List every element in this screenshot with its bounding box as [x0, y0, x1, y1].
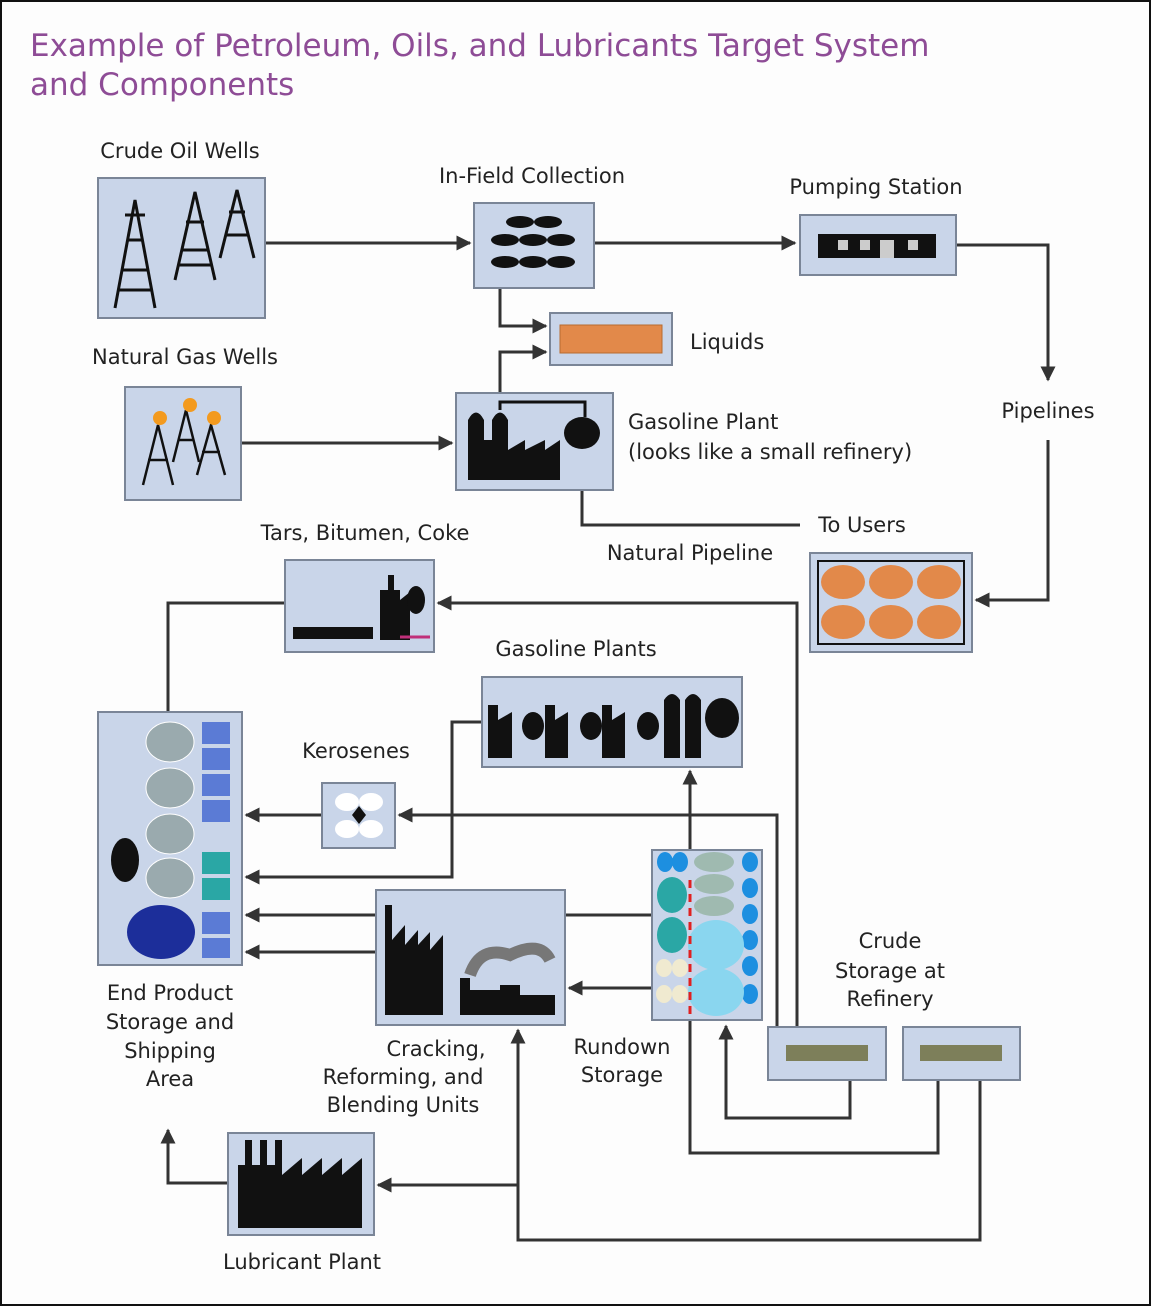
title: and Components	[30, 67, 294, 103]
node-label: Storage at	[835, 959, 945, 983]
natural-gas-wells	[124, 386, 242, 501]
node-label: Tars, Bitumen, Coke	[260, 521, 470, 545]
labels: Crude Oil Wells In-Field Collection Pump…	[92, 139, 1095, 1274]
node-label: Cracking,	[386, 1037, 485, 1061]
crude-oil-wells	[97, 177, 266, 319]
node-label: Pumping Station	[789, 175, 962, 199]
edge-label: To Users	[817, 513, 906, 537]
node-label: End Product	[107, 981, 233, 1005]
gasoline-plants	[481, 676, 743, 768]
node-label: (looks like a small refinery)	[628, 440, 912, 464]
node-label: Crude	[859, 929, 922, 953]
edge-label: Natural Pipeline	[607, 541, 773, 565]
title: Example of Petroleum, Oils, and Lubrican…	[30, 28, 929, 64]
crude-storage	[767, 1026, 1021, 1081]
node-label: Rundown	[574, 1035, 671, 1059]
node-label: Storage	[581, 1063, 663, 1087]
node-label: Natural Gas Wells	[92, 345, 278, 369]
node-label: Liquids	[690, 330, 764, 354]
kerosenes	[321, 782, 396, 849]
node-label: Kerosenes	[302, 739, 410, 763]
lubricant-plant	[227, 1132, 375, 1236]
edge-label: Pipelines	[1001, 399, 1094, 423]
node-label: Reforming, and	[323, 1065, 484, 1089]
arrows	[160, 235, 1056, 1242]
cracking-units	[375, 889, 566, 1026]
users	[809, 552, 973, 653]
node-label: Area	[146, 1067, 194, 1091]
liquids	[549, 312, 673, 366]
node-label: Crude Oil Wells	[100, 139, 259, 163]
rundown-storage	[651, 849, 763, 1021]
node-label: Blending Units	[327, 1093, 480, 1117]
tars-bitumen-coke	[284, 559, 435, 653]
in-field-collection	[473, 202, 595, 289]
pumping-station	[799, 214, 957, 276]
node-label: Storage and	[106, 1010, 234, 1034]
end-product-storage	[97, 711, 243, 966]
node-label: Shipping	[124, 1039, 216, 1063]
gasoline-plant	[455, 392, 614, 491]
node-label: Lubricant Plant	[223, 1250, 381, 1274]
node-label: Refinery	[846, 987, 933, 1011]
node-label: Gasoline Plants	[495, 637, 656, 661]
node-label: Gasoline Plant	[628, 410, 778, 434]
node-label: In-Field Collection	[439, 164, 625, 188]
